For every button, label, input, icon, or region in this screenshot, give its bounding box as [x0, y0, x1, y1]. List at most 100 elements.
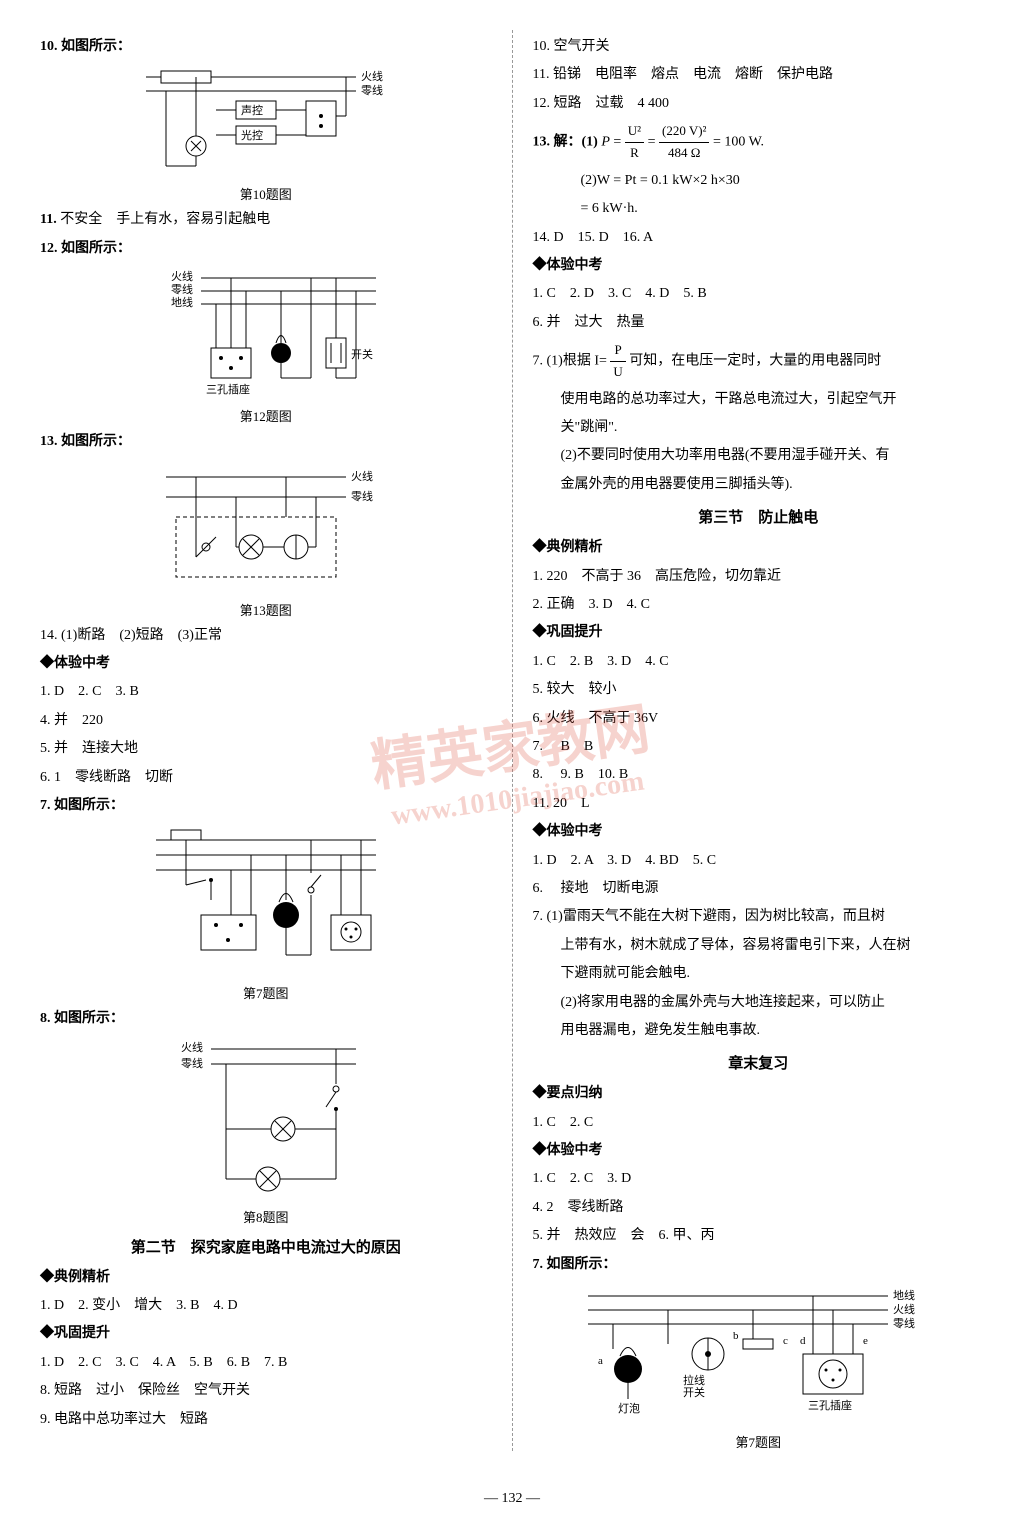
r-con-a11: 11. 20 L — [533, 793, 985, 815]
r-con-a6: 6. 火线 不高于 36V — [533, 708, 985, 730]
svg-text:a: a — [598, 1355, 603, 1367]
column-divider — [512, 30, 513, 1451]
r-exp2-a7-2: 上带有水，树木就成了导体，容易将雷电引下来，人在树 — [561, 935, 985, 957]
r-exp3-a4: 4. 2 零线断路 — [533, 1197, 985, 1219]
svg-text:三孔插座: 三孔插座 — [808, 1398, 852, 1412]
r-exp3-a5: 5. 并 热效应 会 6. 甲、丙 — [533, 1225, 985, 1247]
r-q10: 10. 空气开关 — [533, 36, 985, 58]
q8-diagram: 火线 零线 — [156, 1039, 376, 1199]
r-exp3-a7-label: 7. 如图所示： — [533, 1254, 985, 1276]
review-q7-diagram: 地线 火线 零线 a 灯泡 拉线 开关 b c d e — [568, 1284, 948, 1424]
r-q14: 14. D 15. D 16. A — [533, 227, 985, 249]
exp-a1: 1. D 2. C 3. B — [40, 681, 492, 703]
r-exp-a7-5: (2)不要同时使用大功率用电器(不要用湿手碰开关、有 — [561, 445, 985, 467]
r-q13: 13. 解：(1) P = U²R = (220 V)²484 Ω = 100 … — [533, 121, 985, 164]
svg-text:零线: 零线 — [361, 83, 383, 97]
section2-title: 第二节 探究家庭电路中电流过大的原因 — [40, 1236, 492, 1257]
svg-text:c: c — [783, 1335, 788, 1347]
q13-diagram: 火线 零线 — [136, 462, 396, 592]
r-q13-l3: = 6 kW·h. — [581, 198, 985, 220]
r-exp-a7-3: 使用电路的总功率过大，干路总电流过大，引起空气开 — [561, 389, 985, 411]
q10-diagram: 火线 零线 声控 光控 — [136, 66, 396, 176]
left-column: 10. 如图所示： 火线 零线 声控 光控 — [40, 30, 502, 1451]
example-title: ◆典例精析 — [40, 1267, 492, 1289]
page-content: 10. 如图所示： 火线 零线 声控 光控 — [0, 0, 1024, 1481]
svg-text:拉线: 拉线 — [683, 1373, 705, 1387]
r-exp2-title: ◆体验中考 — [533, 821, 985, 843]
svg-text:火线: 火线 — [171, 269, 193, 283]
svg-text:火线: 火线 — [361, 69, 383, 83]
q14: 14. (1)断路 (2)短路 (3)正常 — [40, 625, 492, 647]
r-con-a7: 7. B B — [533, 736, 985, 758]
r-exp2-a6: 6. 接地 切断电源 — [533, 878, 985, 900]
svg-text:b: b — [733, 1330, 739, 1342]
exp-a4: 4. 并 220 — [40, 710, 492, 732]
r-points-title: ◆要点归纳 — [533, 1083, 985, 1105]
section3-title: 第三节 防止触电 — [533, 506, 985, 527]
svg-text:e: e — [863, 1335, 868, 1347]
r-q13-l2: (2)W = Pt = 0.1 kW×2 h×30 — [581, 170, 985, 192]
q12-diagram: 火线 零线 地线 三孔插座 开关 — [136, 268, 396, 398]
r-example-title: ◆典例精析 — [533, 537, 985, 559]
svg-text:开关: 开关 — [351, 347, 373, 361]
svg-text:灯泡: 灯泡 — [618, 1401, 640, 1415]
r-exp2-a7-4: (2)将家用电器的金属外壳与大地连接起来，可以防止 — [561, 992, 985, 1014]
ex-a1: 1. D 2. 变小 增大 3. B 4. D — [40, 1295, 492, 1317]
exp-a6: 6. 1 零线断路 切断 — [40, 767, 492, 789]
q12-caption: 第12题图 — [40, 406, 492, 425]
r-consolidate-title: ◆巩固提升 — [533, 622, 985, 644]
svg-text:声控: 声控 — [241, 103, 263, 117]
r-exp-a6: 6. 并 过大 热量 — [533, 312, 985, 334]
r-exp-a7-6: 金属外壳的用电器要使用三脚插头等). — [561, 474, 985, 496]
q7-caption: 第7题图 — [40, 983, 492, 1002]
svg-text:零线: 零线 — [893, 1316, 915, 1330]
svg-text:光控: 光控 — [241, 128, 263, 142]
r-con-a1: 1. C 2. B 3. D 4. C — [533, 651, 985, 673]
page-number: — 132 — — [0, 1481, 1024, 1517]
svg-text:开关: 开关 — [683, 1385, 705, 1399]
r-con-a8: 8. 9. B 10. B — [533, 764, 985, 786]
q13-caption: 第13题图 — [40, 600, 492, 619]
r-exp-a7: 7. (1)根据 I= PU 可知，在电压一定时，大量的用电器同时 — [533, 340, 985, 383]
r-exp3-a1: 1. C 2. C 3. D — [533, 1168, 985, 1190]
svg-text:火线: 火线 — [351, 469, 373, 483]
q10-label: 10. 如图所示： — [40, 36, 492, 58]
svg-text:三孔插座: 三孔插座 — [206, 382, 250, 396]
svg-text:d: d — [800, 1335, 806, 1347]
q13-label: 13. 如图所示： — [40, 431, 492, 453]
svg-text:地线: 地线 — [893, 1288, 915, 1302]
svg-text:零线: 零线 — [351, 489, 373, 503]
r-exp-title: ◆体验中考 — [533, 255, 985, 277]
svg-text:零线: 零线 — [171, 282, 193, 296]
svg-text:地线: 地线 — [171, 295, 193, 309]
exp-a7-label: 7. 如图所示： — [40, 795, 492, 817]
r-exp2-a7-3: 下避雨就可能会触电. — [561, 963, 985, 985]
r-exp2-a1: 1. D 2. A 3. D 4. BD 5. C — [533, 850, 985, 872]
q12-label: 12. 如图所示： — [40, 238, 492, 260]
r-exp2-a7-5: 用电器漏电，避免发生触电事故. — [561, 1020, 985, 1042]
con-a1: 1. D 2. C 3. C 4. A 5. B 6. B 7. B — [40, 1352, 492, 1374]
r-con-a5: 5. 较大 较小 — [533, 679, 985, 701]
r-points-a1: 1. C 2. C — [533, 1112, 985, 1134]
svg-text:火线: 火线 — [893, 1302, 915, 1316]
r-exp3-title: ◆体验中考 — [533, 1140, 985, 1162]
r-exp2-a7-1: 7. (1)雷雨天气不能在大树下避雨，因为树比较高，而且树 — [533, 906, 985, 928]
svg-text:零线: 零线 — [181, 1056, 203, 1070]
review-q7-caption: 第7题图 — [533, 1432, 985, 1451]
r-ex-a1: 1. 220 不高于 36 高压危险，切勿靠近 — [533, 566, 985, 588]
exp-a8-label: 8. 如图所示： — [40, 1008, 492, 1030]
r-ex-a2: 2. 正确 3. D 4. C — [533, 594, 985, 616]
consolidate-title: ◆巩固提升 — [40, 1323, 492, 1345]
exp-a5: 5. 并 连接大地 — [40, 738, 492, 760]
r-q11: 11. 铅锑 电阻率 熔点 电流 熔断 保护电路 — [533, 64, 985, 86]
right-column: 10. 空气开关 11. 铅锑 电阻率 熔点 电流 熔断 保护电路 12. 短路… — [523, 30, 985, 1451]
r-q12: 12. 短路 过载 4 400 — [533, 93, 985, 115]
con-a9: 9. 电路中总功率过大 短路 — [40, 1409, 492, 1431]
review-title: 章末复习 — [533, 1052, 985, 1073]
q11: 11. 11. 不安全 手上有水，容易引起触电不安全 手上有水，容易引起触电 — [40, 209, 492, 231]
r-exp-a1: 1. C 2. D 3. C 4. D 5. B — [533, 283, 985, 305]
q10-caption: 第10题图 — [40, 184, 492, 203]
exp-title: ◆体验中考 — [40, 653, 492, 675]
q7-diagram — [136, 825, 396, 975]
con-a8: 8. 短路 过小 保险丝 空气开关 — [40, 1380, 492, 1402]
